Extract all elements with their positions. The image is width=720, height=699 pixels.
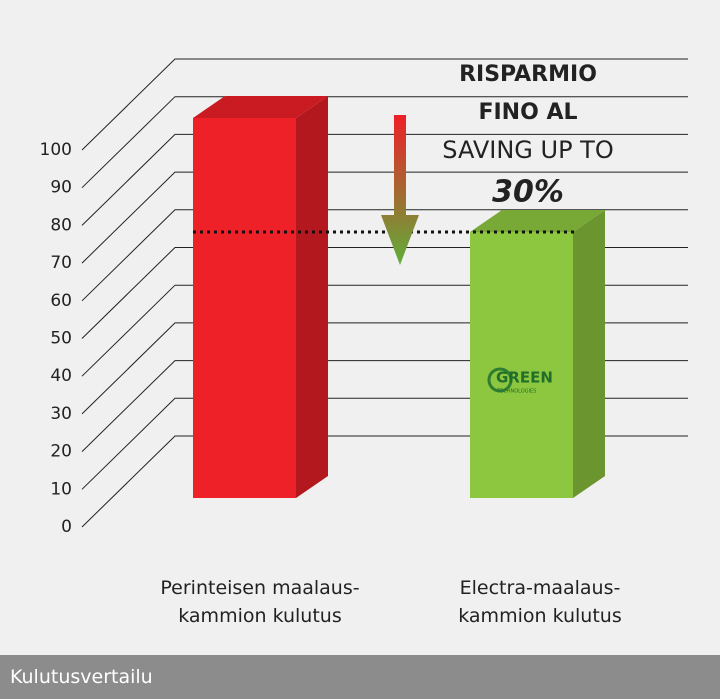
caption: Kulutusvertailu: [0, 655, 720, 699]
bar: [470, 232, 573, 498]
bar-side: [296, 96, 328, 498]
grid-line: [81, 209, 688, 302]
y-tick-label: 90: [50, 178, 72, 198]
chart: 0 10 20 30 40 50 60 70 80 90 100 RISPARMIO FINO AL SA…: [40, 58, 688, 537]
logo-tagline: TECHNOLOGIES: [496, 389, 536, 395]
y-tick-label: 30: [50, 404, 72, 424]
bar-top: [470, 210, 605, 232]
y-tick-label: 40: [50, 366, 72, 386]
y-tick-label: 10: [50, 479, 72, 499]
annotation: RISPARMIO: [459, 62, 597, 87]
y-tick-label: 70: [50, 253, 72, 273]
arrow: [381, 115, 419, 265]
category-label: Perinteisen maalaus- kammion kulutus: [160, 577, 360, 627]
bar-top: [193, 96, 328, 118]
grid-line: [81, 133, 688, 226]
bar-side: [573, 210, 605, 498]
logo-mark: [487, 367, 513, 393]
grid-line: [81, 58, 688, 151]
y-tick-label: 100: [40, 140, 72, 160]
y-tick-label: 80: [50, 215, 72, 235]
annotation: SAVING UP TO: [442, 136, 613, 164]
bar: [193, 118, 296, 498]
y-tick-label: 50: [50, 329, 72, 349]
grid-line: [81, 96, 688, 189]
y-tick-label: 0: [61, 517, 72, 537]
annotation: 30%: [492, 175, 564, 210]
grid-line: [81, 171, 688, 264]
y-tick-label: 60: [50, 291, 72, 311]
y-tick-label: 20: [50, 442, 72, 462]
logo-name: GREEN: [496, 369, 553, 387]
annotation: FINO AL: [478, 100, 577, 125]
category-label: Electra-maalaus- kammion kulutus: [458, 577, 622, 627]
